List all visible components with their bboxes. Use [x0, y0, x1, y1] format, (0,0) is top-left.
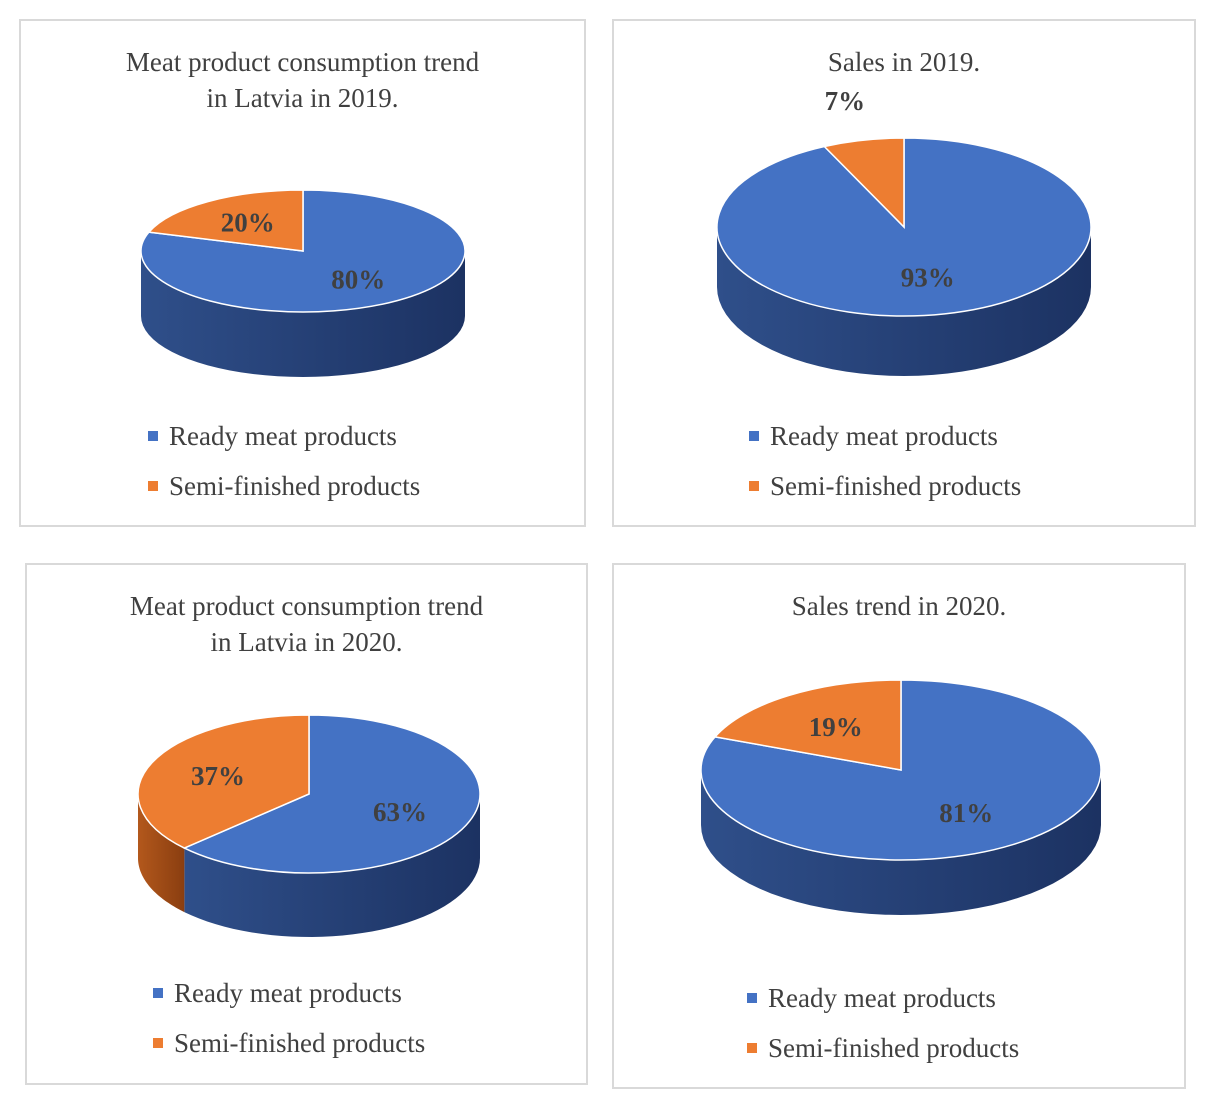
- chart-legend: Ready meat products Semi-finished produc…: [153, 968, 425, 1068]
- pie-side-ready-meat-products: [184, 794, 480, 937]
- chart-panel-consumption-2019: 80% 20% Meat product consumption trend in…: [19, 19, 586, 527]
- legend-label: Ready meat products: [169, 421, 397, 451]
- legend-item-semi-finished-products: Semi-finished products: [153, 1018, 425, 1068]
- data-label-semi-finished-products: 37%: [191, 761, 245, 791]
- pie-side-walls: [141, 251, 465, 377]
- legend-item-semi-finished-products: Semi-finished products: [747, 1023, 1019, 1073]
- pie-side-walls: [717, 227, 1091, 376]
- legend-label: Semi-finished products: [768, 1033, 1020, 1063]
- legend-label: Semi-finished products: [770, 471, 1022, 501]
- data-label-semi-finished-products: 7%: [825, 86, 866, 116]
- legend-swatch-semi: [747, 1043, 757, 1053]
- pie-slice-semi-finished-products: [713, 679, 902, 771]
- pie-chart-sales-2019: 93% 7%: [716, 86, 1092, 376]
- legend-label: Semi-finished products: [169, 471, 421, 501]
- data-label-semi-finished-products: 20%: [221, 207, 275, 237]
- legend-swatch-semi: [148, 481, 158, 491]
- legend-swatch-semi: [749, 481, 759, 491]
- pie-chart-consumption-2019: 80% 20%: [140, 189, 466, 377]
- pie-slice-semi-finished-products: [147, 189, 304, 252]
- legend-label: Ready meat products: [770, 421, 998, 451]
- pie-side-walls: [701, 770, 1101, 915]
- pie-slice-semi-finished-products: [137, 714, 310, 849]
- chart-title: Sales trend in 2020.: [791, 591, 1007, 621]
- legend-swatch-ready: [148, 431, 158, 441]
- legend-item-ready-meat-products: Ready meat products: [747, 973, 1019, 1023]
- legend-label: Ready meat products: [174, 978, 402, 1008]
- chart-panel-sales-2020: 81% 19% Sales trend in 2020. Ready meat p…: [612, 563, 1186, 1089]
- data-label-ready-meat-products: 80%: [331, 265, 385, 295]
- data-label-ready-meat-products: 93%: [901, 262, 955, 292]
- pie-side-ready-meat-products: [141, 251, 465, 377]
- legend-item-semi-finished-products: Semi-finished products: [749, 461, 1021, 511]
- legend-item-ready-meat-products: Ready meat products: [148, 411, 420, 461]
- legend-label: Ready meat products: [768, 983, 996, 1013]
- chart-panel-consumption-2020: 63% 37% Meat product consumption trend in…: [25, 563, 588, 1085]
- chart-title: Meat product consumption trend in Latvia…: [125, 47, 480, 113]
- legend-item-semi-finished-products: Semi-finished products: [148, 461, 420, 511]
- legend-swatch-semi: [153, 1038, 163, 1048]
- chart-title: Meat product consumption trend in Latvia…: [129, 591, 484, 657]
- pie-slice-ready-meat-products: [182, 714, 481, 874]
- pie-side-ready-meat-products: [701, 770, 1101, 915]
- pie-chart-consumption-2020: 63% 37%: [137, 714, 481, 937]
- chart-panel-sales-2019: 93% 7% Sales in 2019. Ready meat products…: [612, 19, 1196, 527]
- legend-item-ready-meat-products: Ready meat products: [749, 411, 1021, 461]
- legend-swatch-ready: [747, 993, 757, 1003]
- legend-swatch-ready: [153, 988, 163, 998]
- chart-legend: Ready meat products Semi-finished produc…: [749, 411, 1021, 511]
- legend-label: Semi-finished products: [174, 1028, 426, 1058]
- data-label-semi-finished-products: 19%: [809, 712, 863, 742]
- chart-legend: Ready meat products Semi-finished produc…: [747, 973, 1019, 1073]
- pie-side-ready-meat-products: [717, 227, 1091, 376]
- legend-swatch-ready: [749, 431, 759, 441]
- chart-title: Sales in 2019.: [827, 47, 981, 77]
- pie-slice-semi-finished-products: [822, 137, 905, 229]
- data-label-ready-meat-products: 81%: [939, 798, 993, 828]
- legend-item-ready-meat-products: Ready meat products: [153, 968, 425, 1018]
- data-label-ready-meat-products: 63%: [373, 797, 427, 827]
- chart-legend: Ready meat products Semi-finished produc…: [148, 411, 420, 511]
- pie-chart-sales-2020: 81% 19%: [700, 679, 1102, 915]
